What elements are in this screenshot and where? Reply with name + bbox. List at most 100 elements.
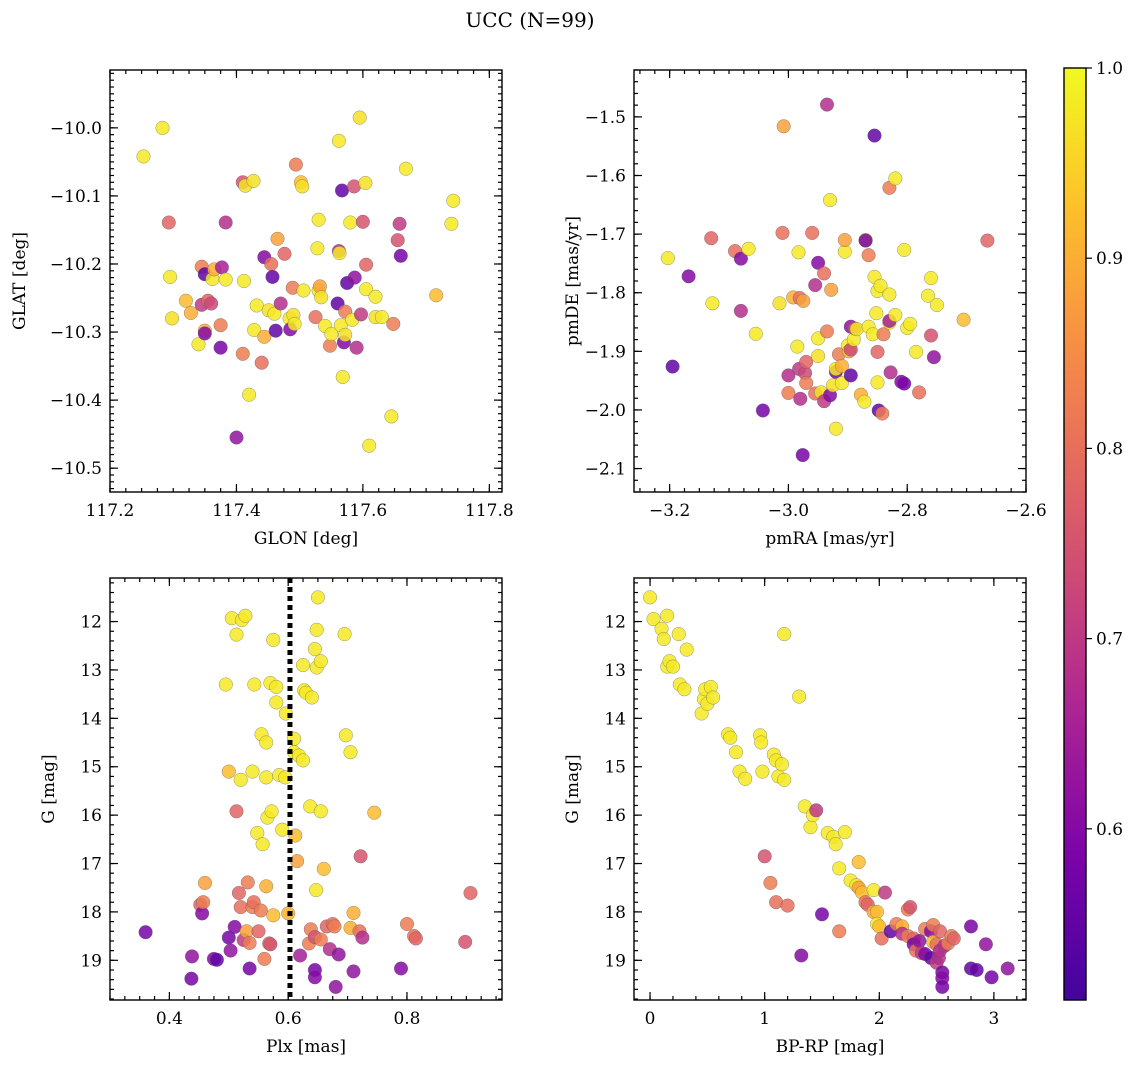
- data-point: [246, 173, 261, 188]
- y-tick-label: 13: [604, 661, 626, 681]
- data-point: [313, 654, 328, 669]
- data-point: [837, 825, 852, 840]
- data-point: [861, 248, 876, 263]
- y-tick-label: 14: [80, 709, 102, 729]
- data-point: [328, 979, 343, 994]
- data-point: [295, 179, 310, 194]
- data-point: [218, 272, 233, 287]
- data-point: [269, 695, 284, 710]
- scatter-points: [136, 110, 461, 453]
- data-point: [920, 288, 936, 303]
- data-point: [355, 214, 370, 229]
- data-point: [343, 215, 358, 230]
- data-point: [164, 311, 180, 326]
- data-point: [843, 368, 858, 383]
- data-point: [805, 225, 820, 240]
- data-point: [956, 312, 971, 327]
- data-point: [912, 933, 927, 949]
- data-point: [259, 735, 274, 750]
- data-point: [257, 951, 272, 966]
- data-point: [642, 590, 658, 605]
- data-point: [277, 246, 292, 261]
- data-point: [288, 157, 303, 172]
- x-tick-label: 1: [759, 1009, 770, 1029]
- data-point: [870, 344, 885, 359]
- data-point: [307, 970, 322, 985]
- panel-glon-glat: 117.2 117.4 117.6 117.8 −10.0 −10.1 −10.2 −10.3…: [10, 69, 514, 549]
- data-point: [837, 232, 852, 248]
- data-point: [733, 303, 748, 318]
- data-point: [229, 627, 244, 642]
- colorbar-tick-label: 0.8: [1096, 439, 1123, 459]
- data-point: [754, 735, 769, 750]
- axes-frame: [109, 69, 503, 493]
- data-point: [273, 296, 288, 311]
- data-point: [257, 329, 272, 344]
- data-point: [870, 375, 885, 390]
- data-point: [229, 804, 244, 819]
- data-point: [876, 327, 891, 342]
- data-point: [247, 322, 262, 338]
- data-point: [239, 924, 254, 939]
- data-point: [359, 257, 374, 272]
- data-point: [353, 849, 368, 864]
- data-point: [235, 346, 250, 361]
- data-point: [295, 658, 311, 673]
- x-axis-label: GLON [deg]: [254, 529, 358, 549]
- data-point: [266, 908, 281, 923]
- data-point: [822, 193, 838, 208]
- data-point: [660, 608, 675, 623]
- data-point: [828, 421, 843, 436]
- data-point: [338, 728, 353, 743]
- data-point: [155, 120, 170, 135]
- data-point: [136, 149, 151, 164]
- data-point: [349, 340, 364, 355]
- y-tick-label: −10.1: [50, 187, 102, 207]
- data-point: [316, 861, 331, 876]
- y-tick-label: −1.8: [585, 284, 626, 304]
- data-point: [270, 231, 285, 246]
- data-point: [775, 225, 790, 240]
- data-point: [161, 215, 176, 230]
- x-axis-label: Plx [mas]: [266, 1037, 346, 1057]
- data-point: [463, 885, 478, 901]
- data-point: [799, 354, 814, 369]
- data-point: [665, 359, 680, 374]
- y-tick-label: −2.0: [585, 401, 626, 421]
- data-point: [392, 216, 407, 231]
- data-point: [408, 931, 423, 946]
- data-point: [264, 804, 279, 819]
- data-point: [819, 97, 835, 112]
- data-point: [268, 323, 283, 338]
- data-point: [265, 269, 280, 284]
- data-point: [259, 770, 274, 785]
- colorbar-frame: [1063, 67, 1087, 1001]
- data-point: [755, 764, 770, 779]
- data-point: [980, 233, 995, 248]
- data-point: [665, 659, 681, 674]
- data-point: [178, 293, 193, 308]
- data-point: [738, 771, 753, 786]
- colorbar-tick-label: 0.6: [1096, 820, 1123, 840]
- data-point: [304, 690, 319, 705]
- data-point: [774, 757, 789, 772]
- data-point: [946, 931, 961, 946]
- x-tick-label: 117.8: [465, 501, 514, 521]
- y-tick-label: 16: [80, 806, 102, 826]
- x-tick-label: 117.6: [339, 501, 388, 521]
- data-point: [309, 883, 324, 898]
- data-point: [259, 879, 274, 894]
- data-point: [903, 316, 918, 331]
- data-point: [777, 627, 792, 642]
- data-point: [307, 642, 322, 657]
- data-point: [969, 962, 984, 978]
- data-point: [772, 296, 787, 311]
- x-tick-label: −3.0: [768, 501, 809, 521]
- data-point: [912, 385, 927, 400]
- y-tick-label: 19: [604, 951, 626, 971]
- data-point: [811, 255, 826, 270]
- data-point: [897, 242, 912, 257]
- data-point: [984, 970, 999, 985]
- scatter-points: [660, 97, 995, 463]
- colorbar-tick-label: 0.7: [1096, 630, 1123, 650]
